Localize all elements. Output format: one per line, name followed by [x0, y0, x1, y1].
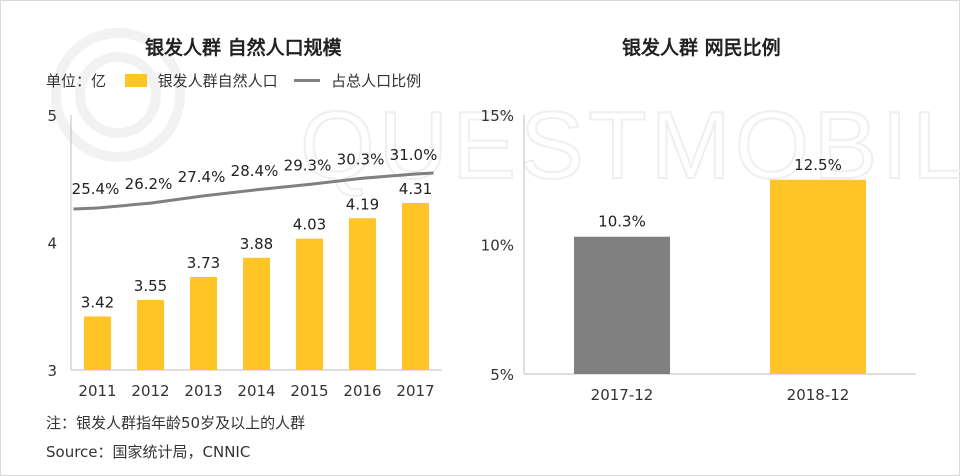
right-bar-value-label: 12.5% — [794, 156, 842, 174]
left-line-value-label: 27.4% — [178, 168, 226, 186]
left-bar-value-label: 4.19 — [346, 195, 379, 213]
left-y-tick-label: 4 — [47, 235, 57, 253]
left-line-value-label: 30.3% — [337, 150, 385, 168]
left-line-value-label: 28.4% — [231, 162, 279, 180]
legend-line-swatch — [294, 79, 321, 82]
left-line-value-label: 29.3% — [284, 156, 332, 174]
left-bar-value-label: 3.42 — [81, 293, 114, 311]
right-bar-value-label: 10.3% — [598, 213, 646, 231]
left-chart-legend: 单位：亿 银发人群自然人口 占总人口比例 — [46, 70, 421, 91]
source-note: Source：国家统计局，CNNIC — [46, 443, 251, 461]
left-x-tick-label: 2011 — [78, 382, 116, 400]
left-line-value-label: 25.4% — [72, 180, 120, 198]
left-x-tick-label: 2015 — [290, 382, 328, 400]
right-y-tick-label: 5% — [490, 366, 514, 384]
right-bar — [770, 179, 866, 374]
legend-line-label: 占总人口比例 — [331, 72, 422, 90]
left-bar — [190, 276, 217, 370]
left-bar — [402, 202, 429, 370]
unit-label: 单位：亿 — [46, 72, 107, 90]
left-bar — [84, 316, 111, 370]
footnote: 注：银发人群指年龄50岁及以上的人群 — [46, 414, 306, 432]
left-x-tick-label: 2012 — [131, 382, 169, 400]
left-y-tick-label: 3 — [47, 362, 57, 380]
right-y-tick-label: 10% — [481, 237, 514, 255]
left-x-tick-label: 2017 — [396, 382, 434, 400]
left-chart-title: 银发人群 自然人口规模 — [145, 37, 342, 59]
left-bar-value-label: 3.88 — [240, 235, 273, 253]
right-x-tick-label: 2017-12 — [591, 386, 654, 404]
left-bar-value-label: 4.31 — [399, 180, 432, 198]
left-bar-value-label: 3.73 — [187, 254, 220, 272]
legend-bar-label: 银发人群自然人口 — [157, 72, 278, 90]
left-x-tick-label: 2013 — [184, 382, 222, 400]
left-x-tick-label: 2016 — [343, 382, 381, 400]
right-bar — [574, 236, 670, 374]
right-chart-title: 银发人群 网民比例 — [622, 37, 781, 59]
right-y-tick-label: 15% — [481, 107, 514, 125]
left-bar — [243, 257, 270, 370]
left-x-tick-label: 2014 — [237, 382, 275, 400]
left-bar-value-label: 3.55 — [134, 277, 167, 295]
left-bar — [137, 299, 164, 370]
left-line-value-label: 31.0% — [390, 146, 438, 164]
left-bar-value-label: 4.03 — [293, 216, 326, 234]
left-bar — [296, 238, 323, 370]
left-series-line — [73, 171, 434, 211]
legend-bar-swatch — [124, 74, 147, 87]
left-bar — [349, 218, 376, 370]
left-line-value-label: 26.2% — [125, 175, 173, 193]
right-x-tick-label: 2018-12 — [787, 386, 850, 404]
left-y-tick-label: 5 — [47, 107, 57, 125]
